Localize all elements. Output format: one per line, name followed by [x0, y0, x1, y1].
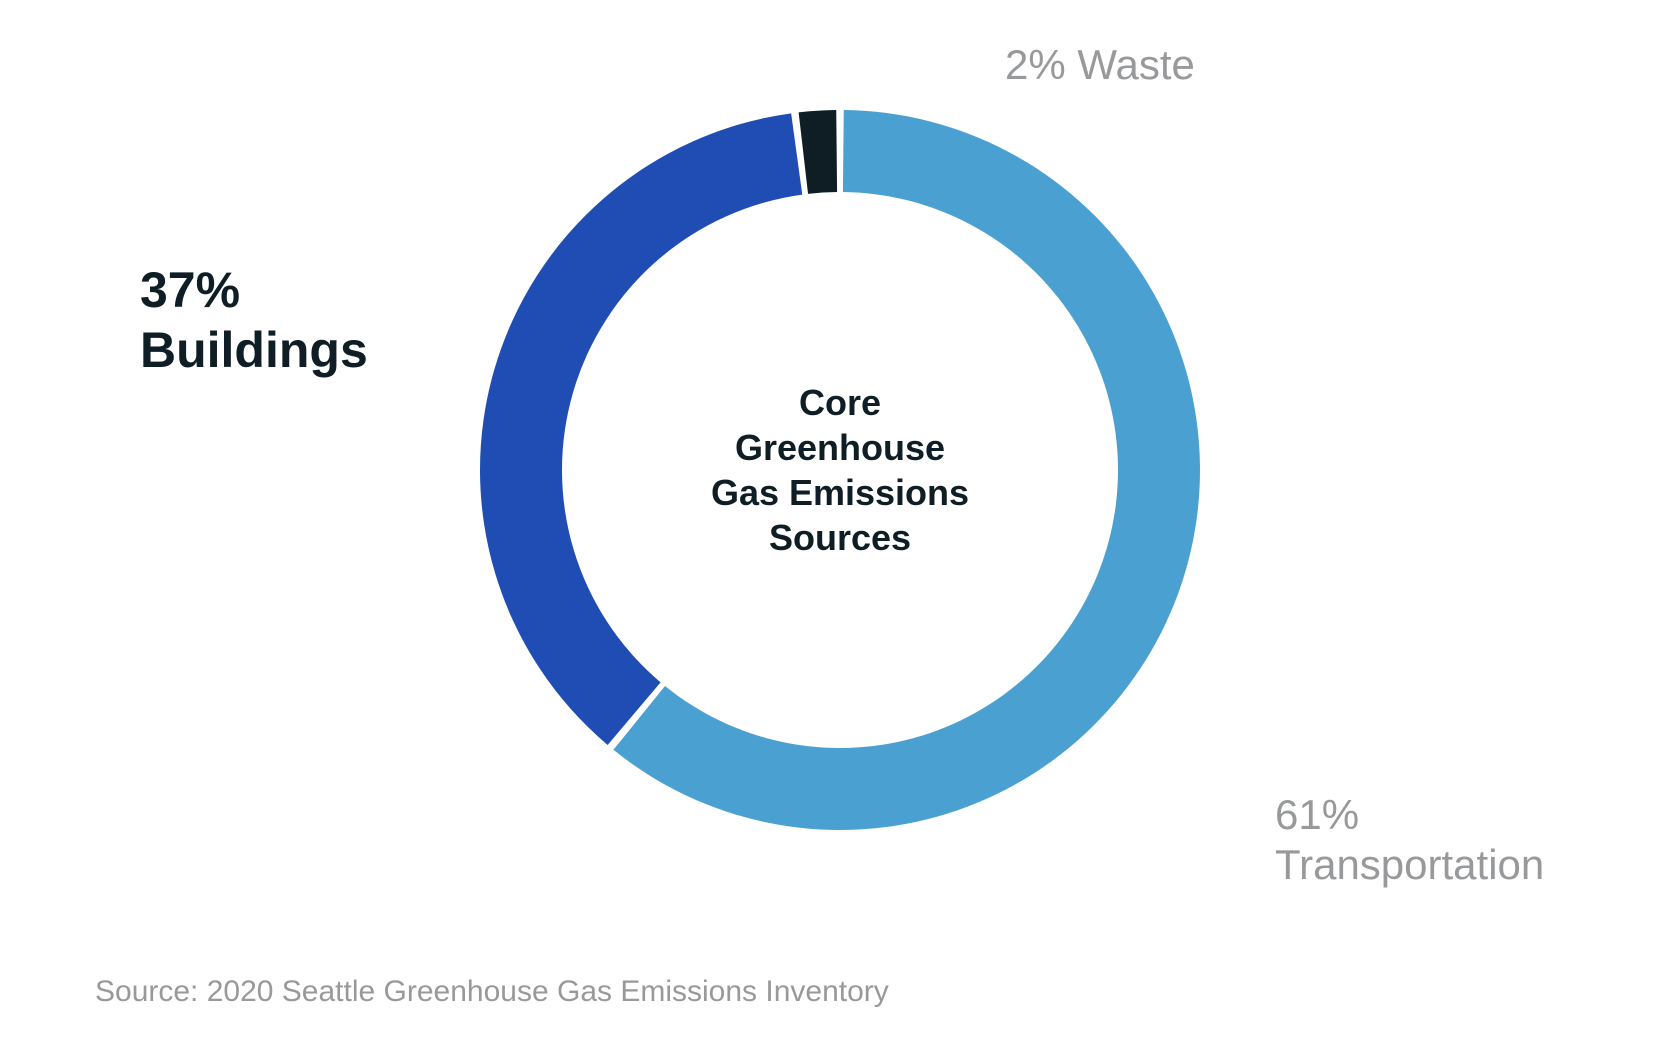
callout-buildings: 37% Buildings [140, 260, 368, 380]
leader-line-transportation [1085, 700, 1235, 815]
donut-center-label: Core Greenhouse Gas Emissions Sources [582, 380, 1098, 560]
callout-waste: 2% Waste [1005, 40, 1195, 90]
callout-transportation: 61% Transportation [1275, 790, 1544, 891]
emissions-donut-chart: Core Greenhouse Gas Emissions Sources 61… [0, 0, 1654, 1038]
source-caption: Source: 2020 Seattle Greenhouse Gas Emis… [95, 975, 889, 1009]
donut-slice-waste [799, 110, 837, 194]
leader-line-waste [840, 60, 990, 112]
